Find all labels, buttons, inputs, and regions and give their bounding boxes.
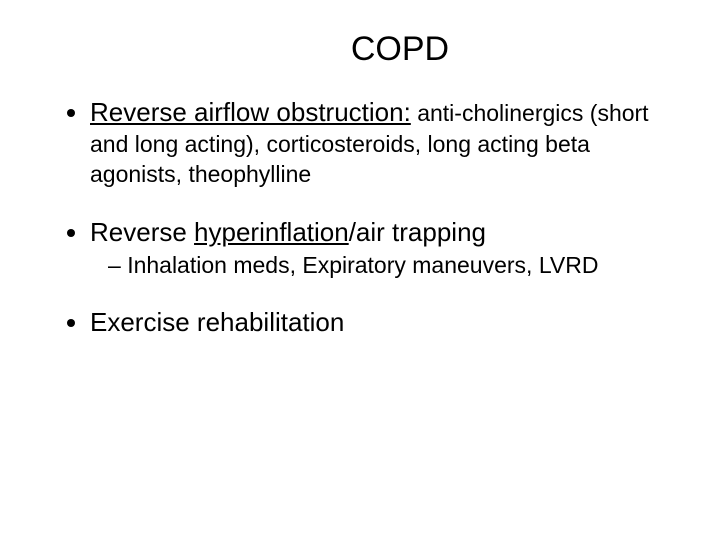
bullet-1: Reverse airflow obstruction: anti-cholin…: [90, 97, 660, 189]
bullet-2-pre: Reverse: [90, 217, 194, 247]
bullet-1-lead: Reverse airflow obstruction:: [90, 97, 411, 127]
bullet-2: Reverse hyperinflation/air trapping Inha…: [90, 217, 660, 279]
bullet-2-post: /air trapping: [349, 217, 486, 247]
bullet-2-sub: Inhalation meds, Expiratory maneuvers, L…: [108, 252, 660, 280]
slide: COPD Reverse airflow obstruction: anti-c…: [0, 0, 720, 540]
slide-title: COPD: [60, 30, 660, 69]
bullet-2-underlined: hyperinflation: [194, 217, 349, 247]
bullet-3: Exercise rehabilitation: [90, 307, 660, 338]
bullet-list: Reverse airflow obstruction: anti-cholin…: [60, 97, 660, 338]
sub-list: Inhalation meds, Expiratory maneuvers, L…: [90, 252, 660, 280]
